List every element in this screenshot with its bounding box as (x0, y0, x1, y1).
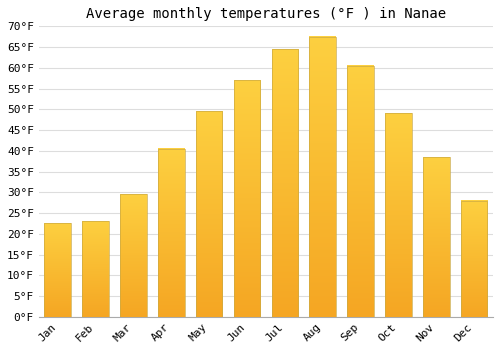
Title: Average monthly temperatures (°F ) in Nanae: Average monthly temperatures (°F ) in Na… (86, 7, 446, 21)
Bar (234, 80, 260, 317)
Bar (158, 149, 184, 317)
Bar (196, 111, 222, 317)
Bar (272, 49, 298, 317)
Bar (44, 223, 71, 317)
Bar (423, 157, 450, 317)
Bar (385, 113, 411, 317)
Bar (82, 221, 109, 317)
Bar (120, 194, 146, 317)
Bar (461, 201, 487, 317)
Bar (310, 37, 336, 317)
Bar (348, 66, 374, 317)
